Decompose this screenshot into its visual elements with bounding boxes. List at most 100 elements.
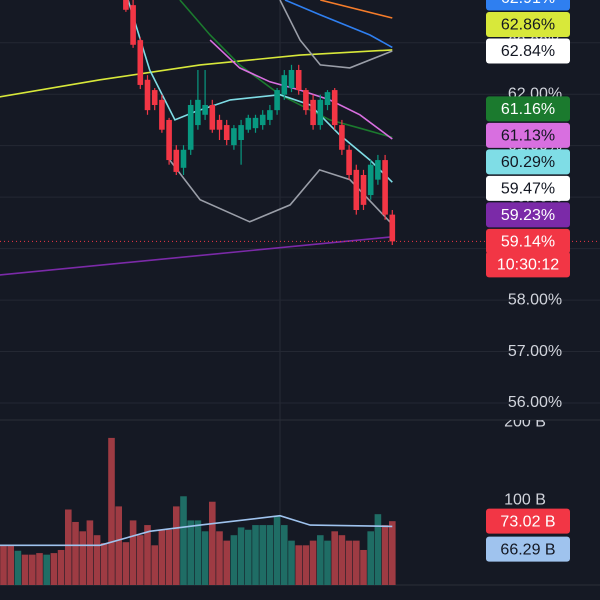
volume-bar (0, 545, 7, 585)
volume-bar (101, 542, 108, 585)
volume-bar (381, 525, 389, 585)
candle-body (252, 117, 259, 129)
candle-body (173, 149, 180, 172)
candle-body (267, 110, 273, 120)
candle-body (288, 70, 295, 89)
candle-body (382, 160, 388, 215)
price-badge (486, 38, 570, 64)
price-badge-label: 62.86% (501, 17, 555, 34)
price-badge (486, 228, 570, 254)
candle-body (187, 105, 194, 150)
price-badges: 10:30:12 59.14% 59.23% 59.47% 60.29% 61.13% 61… (486, 0, 570, 562)
volume-bar (302, 545, 310, 585)
volume-pane: 100 B 200 B (0, 414, 546, 585)
price-badge (486, 149, 570, 175)
volume-bar (331, 531, 338, 585)
price-badge-label: 62.91% (501, 0, 555, 7)
price-badge (486, 508, 570, 534)
candle-body (144, 79, 151, 111)
price-badge-label: 73.02 B (500, 513, 555, 530)
volume-bar (151, 545, 158, 585)
volume-bar (288, 540, 295, 585)
candle-body (295, 70, 302, 91)
candle-body (216, 119, 223, 130)
volume-bar (7, 545, 14, 585)
indicator-line (209, 39, 393, 140)
candle-body (360, 175, 367, 205)
price-badge (486, 11, 570, 37)
price-badge (486, 202, 570, 228)
volume-bar (173, 506, 180, 585)
volume-bar (367, 531, 374, 585)
candle-body (209, 105, 216, 130)
volume-bar (295, 545, 302, 585)
candle-body (317, 99, 324, 126)
volume-bar (194, 520, 202, 585)
price-badge-label: 66.29 B (500, 541, 555, 558)
indicator-line (0, 236, 393, 276)
candle-body (130, 5, 136, 45)
volume-bar (187, 520, 194, 585)
candle-body (223, 125, 230, 140)
candle-body (123, 0, 129, 10)
volume-bar (281, 525, 288, 585)
price-badge (486, 0, 570, 11)
volume-bar (93, 535, 101, 585)
candle-body (159, 99, 165, 130)
indicator-line (0, 49, 393, 98)
candle-body (303, 90, 309, 111)
candle-body (375, 160, 381, 180)
volume-bar (14, 550, 22, 585)
price-badge (486, 96, 570, 122)
volume-bar (237, 527, 245, 585)
candle-body (331, 90, 338, 126)
volume-bar (50, 553, 58, 585)
volume-bar (353, 540, 360, 585)
indicator-line (279, 0, 393, 69)
volume-bar (374, 514, 382, 585)
candle-body (367, 164, 374, 196)
indicator-line (320, 0, 393, 19)
candle-body (231, 128, 237, 146)
volume-bar (57, 549, 65, 585)
volume-bar (245, 529, 252, 585)
volume-bar (389, 521, 396, 585)
y-tick-label: 57.00% (508, 343, 562, 360)
candle-body (137, 40, 144, 85)
countdown-badge (486, 251, 570, 278)
indicator-line (284, 0, 393, 49)
volume-bar (180, 496, 187, 585)
volume-bar (29, 554, 36, 585)
volume-bar (86, 520, 94, 585)
volume-bar (43, 554, 50, 585)
price-badge (486, 122, 570, 148)
volume-bar (79, 531, 86, 585)
candle-body (238, 125, 244, 140)
price-badge-label: 62.84% (501, 43, 555, 60)
volume-bar (129, 520, 137, 585)
volume-bar (72, 521, 79, 585)
candle-body (274, 90, 280, 111)
candle-body (281, 75, 288, 95)
volume-bar (324, 540, 331, 585)
candle-body (259, 114, 266, 126)
volume-bar (266, 525, 274, 585)
volume-bar (165, 529, 173, 585)
candle-body (245, 117, 252, 130)
y-tick-label: 58.00% (508, 291, 562, 308)
volume-bar (65, 509, 72, 585)
volume-bar (158, 529, 166, 585)
candle-body (166, 119, 172, 161)
volume-tick-label: 100 B (504, 491, 546, 508)
candle-body (202, 105, 208, 115)
volume-bar (230, 535, 238, 585)
volume-bar (108, 437, 115, 585)
volume-ma-line (0, 514, 393, 547)
volume-bar (252, 525, 259, 585)
volume-bar (360, 549, 367, 585)
price-badge-label: 60.29% (501, 154, 555, 171)
volume-tick-label: 200 B (504, 414, 546, 431)
volume-bar (317, 535, 324, 585)
price-badge-label: 61.13% (501, 128, 555, 145)
candle-body (353, 169, 360, 210)
